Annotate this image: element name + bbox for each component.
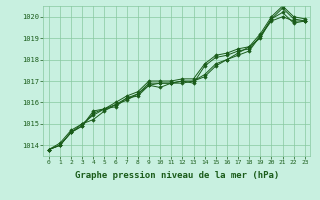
X-axis label: Graphe pression niveau de la mer (hPa): Graphe pression niveau de la mer (hPa) bbox=[75, 171, 279, 180]
